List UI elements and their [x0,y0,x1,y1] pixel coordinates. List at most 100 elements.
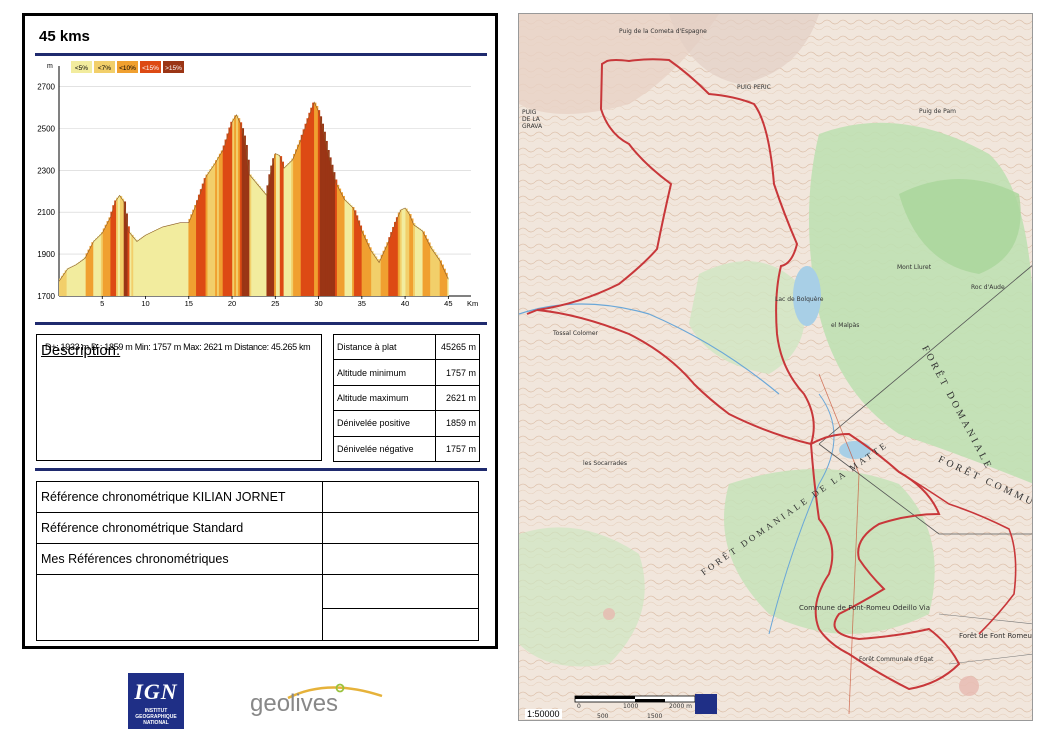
profile-slice [108,217,111,296]
profile-slice [390,232,393,296]
profile-slice [79,260,83,296]
profile-slice [68,267,71,296]
profile-slice [409,214,412,296]
ign-logo: IGN INSTITUT GEOGRAPHIQUE NATIONAL [128,673,184,729]
y-tick-label: 2700 [37,82,55,91]
profile-slice [392,227,395,296]
profile-slice [405,208,408,296]
info-label: Distance à plat [333,333,436,361]
ref-blank-value-1[interactable] [322,574,479,609]
profile-slice [245,144,248,296]
profile-slice [317,110,321,296]
profile-slice [435,254,439,296]
legend-label: <7% [98,65,111,72]
profile-slice [352,206,355,296]
y-tick-label: 1900 [37,250,55,259]
profile-slice [422,231,425,296]
profile-slice [340,192,344,296]
description-box[interactable]: Description: [36,334,322,461]
profile-slice [119,195,123,296]
ref-row-kilian: Référence chronométrique KILIAN JORNET [36,481,479,513]
legend-label: <5% [75,65,88,72]
profile-slice [62,273,66,296]
ref-notes-cell[interactable] [36,574,323,641]
profile-slice [277,154,281,296]
profile-slice [336,184,340,296]
profile-slice [380,254,383,296]
profile-slice [403,208,406,296]
profile-slice [416,227,420,296]
profile-slice [146,233,149,296]
profile-slice [411,218,414,296]
profile-slice [344,199,347,296]
profile-slice [135,239,138,296]
profile-slice [357,220,361,296]
profile-slice [163,226,166,296]
profile-slice [321,123,324,296]
profile-slice [255,181,258,296]
profile-slice [203,178,206,296]
profile-slice [270,165,273,296]
profile-slice [443,268,446,296]
ref-value-kilian[interactable] [322,481,479,513]
profile-slice [237,118,241,296]
profile-slice [192,209,195,296]
profile-slice [110,211,113,296]
map-svg [519,14,1032,720]
profile-slice [118,195,121,296]
map-label-puig-pam: Puig de Pam [919,108,956,115]
info-label: Altitude minimum [333,359,436,386]
scale-tick-1000: 1000 [623,703,639,710]
profile-slice [188,218,191,296]
profile-slice [350,205,353,296]
ref-value-mine[interactable] [322,543,479,575]
profile-slice [354,210,357,296]
ign-logo-letters: IGN [134,679,178,704]
profile-slice [376,259,380,296]
profile-slice [447,276,449,296]
profile-slice [253,179,256,296]
profile-outline [58,101,449,282]
profile-slice [325,140,328,296]
description-label: Description: [41,342,121,359]
profile-slice [220,150,224,296]
profile-slice [441,264,444,296]
x-tick-label: 40 [401,299,409,308]
ref-value-standard[interactable] [322,512,479,544]
info-value: 1859 m [435,410,480,437]
profile-slice [291,158,294,296]
profile-slice [323,131,326,296]
profile-slice [241,128,245,296]
profile-slice [258,186,262,296]
x-tick-label: 45 [444,299,452,308]
map-label-lac-bolquere: Lac de Bolquère [775,296,824,303]
legend-swatch [140,61,161,73]
profile-slice [397,212,401,296]
profile-slice [186,222,189,296]
profile-slice [293,153,296,296]
x-tick-label: 25 [271,299,279,308]
ref-blank-value-2[interactable] [322,608,479,641]
profile-slice [106,221,109,296]
profile-slice [374,256,378,296]
profile-slice [283,166,286,296]
topographic-map[interactable]: Puig de la Cometa d'Espagne PUIG PERIC P… [518,13,1033,721]
profile-slice [414,225,418,296]
profile-slice [197,194,201,296]
profile-slice [384,246,387,296]
scale-tick-0: 0 [577,703,581,710]
map-scale-label: 1:50000 [525,709,562,719]
profile-slice [230,121,233,296]
profile-slice [314,102,317,296]
profile-slice [395,217,399,296]
profile-slice [251,176,254,296]
profile-slice [114,200,117,296]
ref-row-blank-1 [36,574,479,641]
map-label-tossal-colomer: Tossal Colomer [553,330,599,337]
profile-slice [236,115,239,296]
profile-slice [420,229,423,296]
profile-slice [433,252,437,296]
profile-slice [70,266,73,296]
profile-slice [157,228,161,296]
profile-slice [386,242,389,296]
